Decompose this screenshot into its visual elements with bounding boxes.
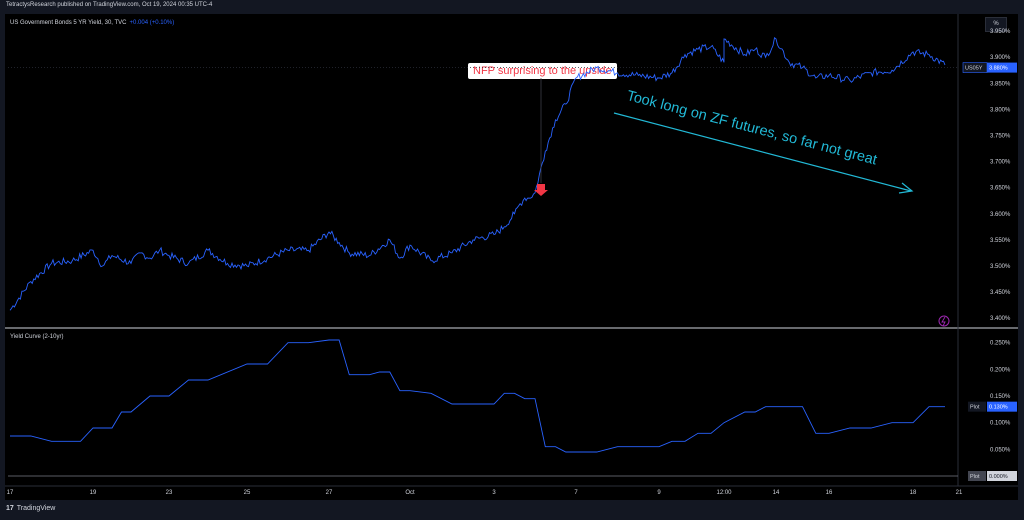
time-tick-label: 25 xyxy=(244,490,251,496)
price-tick-label: 3.450% xyxy=(990,290,1011,296)
indicator-tick-label: 0.250% xyxy=(990,341,1011,347)
time-tick-label: 16 xyxy=(826,490,833,496)
plot-tag xyxy=(987,401,1017,412)
indicator-tick-label: 0.200% xyxy=(990,367,1011,373)
price-tick-label: 3.900% xyxy=(990,55,1011,61)
price-tick-label: 3.650% xyxy=(990,186,1011,192)
price-tick-label: 3.600% xyxy=(990,212,1011,218)
time-tick-label: 7 xyxy=(574,490,578,496)
symbol-tag-label: US05Y xyxy=(965,66,983,72)
plot-tag-value: 0.130% xyxy=(989,405,1008,411)
trend-arrow-line xyxy=(613,112,912,192)
time-tick-label: 19 xyxy=(90,490,97,496)
lightning-icon xyxy=(938,315,950,327)
time-tick-label: 23 xyxy=(166,490,173,496)
plot-tag-label: Plot xyxy=(970,405,980,411)
yield-line xyxy=(9,37,946,311)
yield-curve-line xyxy=(10,339,945,453)
tradingview-mark: 17 xyxy=(6,505,14,512)
zero-tag-label-box xyxy=(968,471,986,481)
tradingview-logo: 17 TradingView xyxy=(6,505,56,512)
time-tick-label: 9 xyxy=(657,490,661,496)
zero-tag xyxy=(987,471,1017,481)
time-tick-label: 21 xyxy=(956,490,963,496)
published-header: TetractysResearch published on TradingVi… xyxy=(6,2,213,8)
price-tick-label: 3.850% xyxy=(990,81,1011,87)
time-tick-label: 18 xyxy=(910,490,917,496)
time-tick-label: 12:00 xyxy=(716,490,732,496)
price-tick-label: 3.550% xyxy=(990,238,1011,244)
price-tick-label: 3.950% xyxy=(990,29,1011,35)
time-tick-label: 17 xyxy=(7,490,14,496)
time-tick-label: 3 xyxy=(492,490,496,496)
trend-arrow-head xyxy=(898,182,914,194)
symbol-title: US Government Bonds 5 YR Yield, 30, TVC xyxy=(10,20,127,26)
price-tick-label: 3.800% xyxy=(990,107,1011,113)
zero-tag-label: Plot xyxy=(970,474,980,480)
zero-tag-value: 0.000% xyxy=(989,474,1008,480)
down-arrow-marker xyxy=(534,184,548,196)
indicator-tick-label: 0.100% xyxy=(990,421,1011,427)
price-tick-label: 3.750% xyxy=(990,133,1011,139)
change-value: +0.004 (+0.10%) xyxy=(129,20,175,26)
last-price-value: 3.880% xyxy=(989,66,1008,72)
main-chart-title: US Government Bonds 5 YR Yield, 30, TVC +… xyxy=(10,20,174,26)
price-tick-label: 3.400% xyxy=(990,316,1011,322)
lightning-bolt xyxy=(941,316,946,327)
plot-tag-label-box xyxy=(968,401,986,412)
indicator-tick-label: 0.150% xyxy=(990,394,1011,400)
price-tick-label: 3.700% xyxy=(990,160,1011,166)
indicator-title: Yield Curve (2-10yr) xyxy=(10,334,64,340)
time-tick-label: 27 xyxy=(326,490,333,496)
time-tick-label: Oct xyxy=(405,490,415,496)
price-tick-label: 3.500% xyxy=(990,264,1011,270)
last-price-tag xyxy=(987,62,1017,73)
time-tick-label: 14 xyxy=(773,490,780,496)
indicator-tick-label: 0.050% xyxy=(990,447,1011,453)
percent-scale-button[interactable]: % xyxy=(985,17,1007,32)
